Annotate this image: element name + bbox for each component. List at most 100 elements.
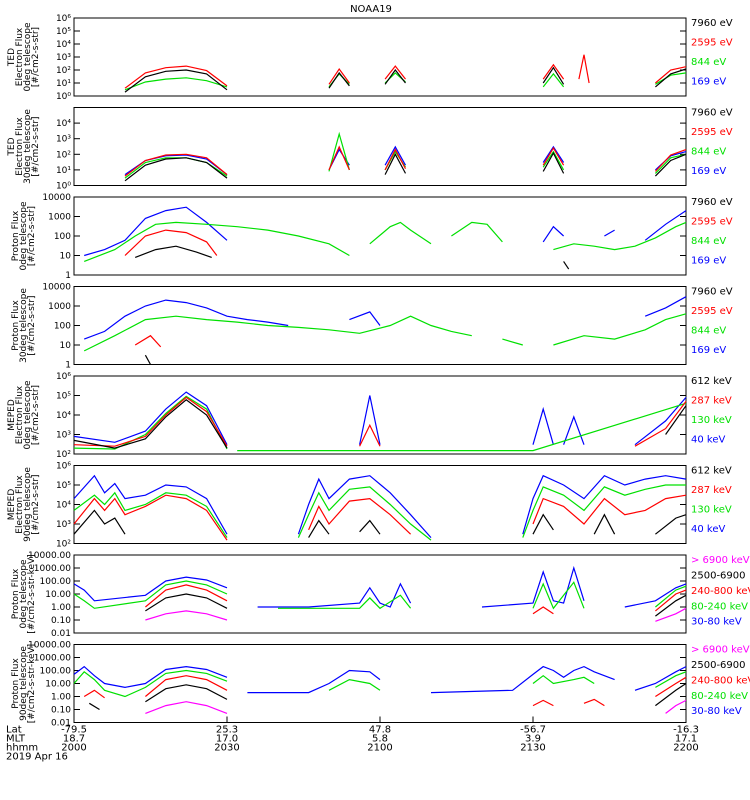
y-axis-label: Proton Flux xyxy=(11,568,21,619)
series-line xyxy=(655,676,687,698)
y-tick-label: 10¹ xyxy=(56,166,71,176)
x-tick-label-lat: 25.3 xyxy=(216,725,238,736)
y-axis-label: Electron Flux xyxy=(15,27,25,86)
legend-entry: 7960 eV xyxy=(691,287,733,298)
series-line xyxy=(522,474,687,535)
y-tick-label: 1 xyxy=(65,271,71,281)
series-line xyxy=(144,354,152,365)
y-tick-label: 0.01 xyxy=(51,629,71,639)
y-axis-label: [#/cm2-s-str] xyxy=(27,206,37,266)
series-line xyxy=(655,514,687,535)
series-line xyxy=(604,229,615,237)
y-axis-label: Proton Flux xyxy=(11,300,21,351)
y-tick-label: 1000 xyxy=(48,213,71,223)
series-line xyxy=(644,296,687,317)
y-axis-label: [#/cm2-s-str-keV] xyxy=(27,644,37,723)
series-line xyxy=(532,699,554,707)
y-axis-label: [#/cm2-s-str] xyxy=(31,385,41,445)
series-line xyxy=(328,71,350,89)
series-line xyxy=(297,475,432,538)
y-axis-label: MEPED xyxy=(7,399,17,431)
y-tick-label: 10⁴ xyxy=(56,40,71,50)
legend-entry: 169 eV xyxy=(691,255,726,266)
x-tick-label-mlt: 17.0 xyxy=(216,734,238,745)
panel-meped-p-0: 0.01 0.10 1.00 10.00 100.00 1000.00 10000.00 Pr… xyxy=(11,551,750,639)
y-tick-label: 10¹ xyxy=(56,79,71,89)
y-axis-label: Proton Flux xyxy=(11,210,21,261)
x-row-label: hhmm xyxy=(6,743,38,754)
series-line xyxy=(359,395,381,445)
y-tick-label: 1.00 xyxy=(51,693,71,703)
y-tick-label: 10³ xyxy=(56,520,71,530)
legend-entry: 30-80 keV xyxy=(691,706,742,717)
y-tick-label: 100.00 xyxy=(40,667,72,677)
legend-entry: 130 keV xyxy=(691,504,732,515)
series-line xyxy=(655,607,687,622)
x-tick-label-hhmm: 2030 xyxy=(214,743,239,754)
x-tick-label-mlt: 18.7 xyxy=(63,734,85,745)
series-line xyxy=(278,594,412,610)
series-line xyxy=(73,509,126,535)
series-line xyxy=(73,395,228,450)
date-label: 2019 Apr 16 xyxy=(6,752,68,763)
series-line xyxy=(124,229,218,256)
y-axis-label: 0deg telescope xyxy=(19,201,29,271)
legend-entry: 844 eV xyxy=(691,146,726,157)
legend-entry: 2595 eV xyxy=(691,216,733,227)
series-line xyxy=(593,513,616,535)
series-line xyxy=(134,334,162,348)
series-line xyxy=(655,671,687,688)
y-tick-label: 1 xyxy=(65,361,71,371)
legend-entry: 169 eV xyxy=(691,345,726,356)
y-tick-label: 10000 xyxy=(42,283,71,293)
series-line xyxy=(247,669,381,694)
legend-entry: > 6900 keV xyxy=(691,645,750,656)
series-line xyxy=(532,674,595,685)
legend-entry: 287 keV xyxy=(691,485,732,496)
series-line xyxy=(84,206,228,257)
x-tick-label-mlt: 17.1 xyxy=(675,734,697,745)
series-line xyxy=(145,701,228,714)
series-line xyxy=(145,675,228,697)
series-line xyxy=(542,151,565,174)
x-row-label: MLT xyxy=(6,734,26,745)
series-line xyxy=(328,678,381,691)
series-line xyxy=(655,594,687,617)
series-line xyxy=(451,221,503,243)
y-tick-label: 10⁵ xyxy=(56,481,71,491)
y-tick-label: 10³ xyxy=(56,135,71,145)
series-line xyxy=(73,391,228,445)
y-tick-label: 10² xyxy=(56,450,71,460)
series-line xyxy=(328,67,350,85)
series-line xyxy=(665,699,687,714)
series-line xyxy=(522,484,686,538)
x-row-label: Lat xyxy=(6,725,22,736)
legend-entry: 844 eV xyxy=(691,57,726,68)
y-axis-label: Proton Flux xyxy=(11,658,21,709)
series-line xyxy=(578,54,590,84)
y-tick-label: 10⁰ xyxy=(56,182,71,192)
series-line xyxy=(655,72,687,85)
legend-entry: 2595 eV xyxy=(691,127,733,138)
y-axis-label: 0deg telescope xyxy=(23,380,33,450)
legend-entry: 2500-6900 xyxy=(691,570,746,581)
y-tick-label: 10³ xyxy=(56,431,71,441)
x-tick-label-hhmm: 2100 xyxy=(367,743,392,754)
x-tick-label-hhmm: 2200 xyxy=(673,743,698,754)
series-line xyxy=(634,401,687,447)
x-tick-label-lat: 47.8 xyxy=(369,725,391,736)
legend-entry: 40 keV xyxy=(691,524,725,535)
y-tick-label: 10⁵ xyxy=(56,392,71,402)
series-line xyxy=(73,474,228,535)
series-line xyxy=(83,299,289,340)
y-tick-label: 1.00 xyxy=(51,603,71,613)
series-line xyxy=(83,689,105,699)
legend-entry: 287 keV xyxy=(691,395,732,406)
panel-frame xyxy=(73,554,687,634)
y-tick-label: 10⁶ xyxy=(56,14,71,24)
series-line xyxy=(553,313,687,346)
panel-frame xyxy=(73,107,687,186)
series-line xyxy=(257,582,412,608)
series-line xyxy=(349,311,381,326)
